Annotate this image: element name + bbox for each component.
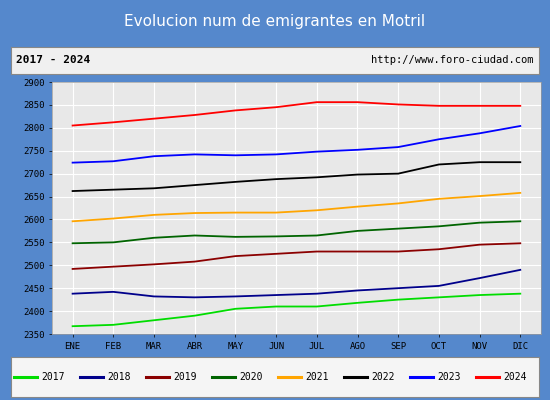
Text: 2020: 2020 <box>240 372 263 382</box>
Text: 2017 - 2024: 2017 - 2024 <box>16 55 91 65</box>
Text: 2022: 2022 <box>372 372 395 382</box>
Text: 2024: 2024 <box>504 372 527 382</box>
Text: 2018: 2018 <box>108 372 131 382</box>
Text: Evolucion num de emigrantes en Motril: Evolucion num de emigrantes en Motril <box>124 14 426 29</box>
Text: http://www.foro-ciudad.com: http://www.foro-ciudad.com <box>371 55 534 65</box>
Text: 2017: 2017 <box>42 372 65 382</box>
Text: 2021: 2021 <box>306 372 329 382</box>
Text: 2023: 2023 <box>438 372 461 382</box>
Text: 2019: 2019 <box>174 372 197 382</box>
